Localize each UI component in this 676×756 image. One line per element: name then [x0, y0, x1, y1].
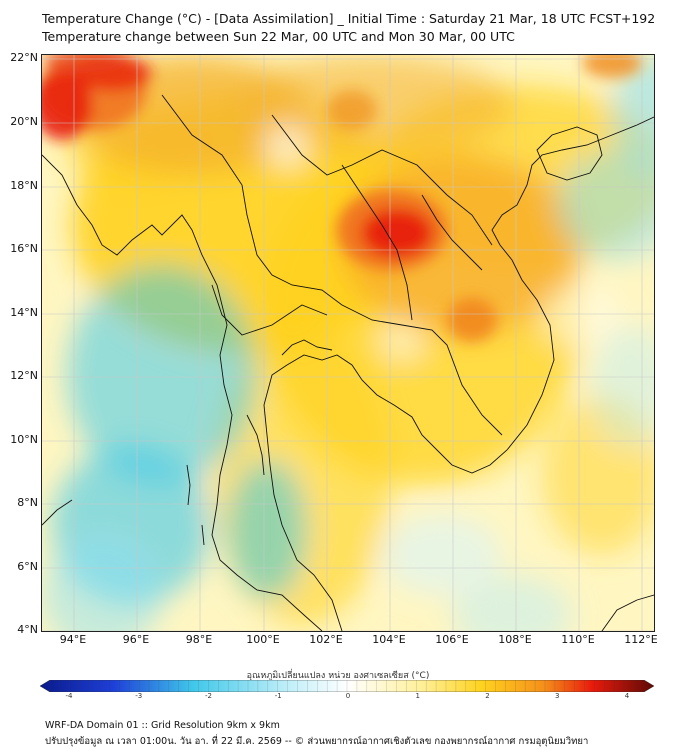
- map-title: Temperature Change (°C) - [Data Assimila…: [42, 11, 656, 26]
- lat-label: 14°N: [10, 306, 38, 319]
- boundary-line: [271, 114, 493, 246]
- colorbar-tick-label: 0: [345, 692, 351, 700]
- lat-label: 22°N: [10, 51, 38, 64]
- lon-label: 96°E: [122, 633, 150, 646]
- lat-label: 16°N: [10, 242, 38, 255]
- boundary-line: [246, 414, 265, 476]
- lat-label: 20°N: [10, 115, 38, 128]
- field-blob: [542, 285, 622, 345]
- lon-label: 112°E: [624, 633, 658, 646]
- map-canvas: [42, 55, 654, 631]
- field-peak: [327, 90, 377, 130]
- boundary-line: [161, 94, 503, 436]
- footer-domain-info: WRF-DA Domain 01 :: Grid Resolution 9km …: [45, 720, 280, 731]
- footer-update-info: ปรับปรุงข้อมูล ณ เวลา 01:00น. วัน อา. ที…: [45, 736, 589, 747]
- colorbar-tick-label: 3: [555, 692, 560, 700]
- map-subtitle: Temperature change between Sun 22 Mar, 0…: [42, 29, 515, 44]
- field-blob: [452, 575, 572, 631]
- field-blob: [592, 325, 654, 445]
- colorbar-tick-label: -3: [135, 692, 143, 700]
- lat-label: 10°N: [10, 433, 38, 446]
- field-blob: [382, 515, 502, 595]
- colorbar-title: อุณหภูมิเปลี่ยนแปลง หน่วย องศาเซลเซียส (…: [246, 671, 430, 681]
- lon-label: 108°E: [498, 633, 532, 646]
- lat-label: 4°N: [17, 623, 38, 636]
- boundary-line: [281, 339, 333, 356]
- temperature-change-map: [41, 54, 655, 632]
- colorbar-tick-label: -1: [274, 692, 282, 700]
- colorbar-tick-label: 2: [485, 692, 490, 700]
- field-blob: [42, 535, 162, 631]
- field-blob: [382, 322, 422, 358]
- colorbar-tick-label: 1: [415, 692, 420, 700]
- field-peak: [447, 298, 497, 342]
- boundary-line: [421, 194, 483, 271]
- lon-label: 110°E: [561, 633, 595, 646]
- coastlines-and-borders: [42, 94, 654, 631]
- lon-label: 104°E: [372, 633, 406, 646]
- boundary-line: [536, 126, 603, 181]
- boundary-line: [42, 499, 73, 526]
- field-blob: [612, 55, 654, 175]
- lon-label: 100°E: [246, 633, 280, 646]
- boundary-line: [263, 116, 654, 631]
- colorbar-tick-marks: [49, 680, 635, 692]
- lon-label: 98°E: [185, 633, 213, 646]
- boundary-line: [601, 594, 654, 631]
- field-blob: [227, 460, 307, 600]
- lon-label: 102°E: [309, 633, 343, 646]
- colorbar-tick-label: -4: [65, 692, 73, 700]
- lat-label: 18°N: [10, 179, 38, 192]
- boundary-line: [341, 164, 413, 321]
- colorbar: [40, 680, 654, 692]
- field-peak: [582, 55, 642, 78]
- colorbar-tick-label: -2: [205, 692, 212, 700]
- lat-label: 12°N: [10, 369, 38, 382]
- boundary-line: [201, 524, 205, 546]
- field-blob: [67, 265, 257, 485]
- field-blob: [557, 150, 654, 260]
- lat-label: 6°N: [17, 560, 38, 573]
- boundary-line: [186, 464, 191, 506]
- lon-label: 94°E: [59, 633, 87, 646]
- colorbar-tick-label: 4: [624, 692, 630, 700]
- boundary-line: [211, 284, 328, 336]
- lat-label: 8°N: [17, 496, 38, 509]
- colorbar-bar: [40, 680, 654, 692]
- lon-label: 106°E: [435, 633, 469, 646]
- field-blob: [265, 123, 309, 167]
- boundary-line: [42, 154, 323, 631]
- lat-lon-grid: [42, 55, 654, 631]
- field-peak: [42, 70, 92, 140]
